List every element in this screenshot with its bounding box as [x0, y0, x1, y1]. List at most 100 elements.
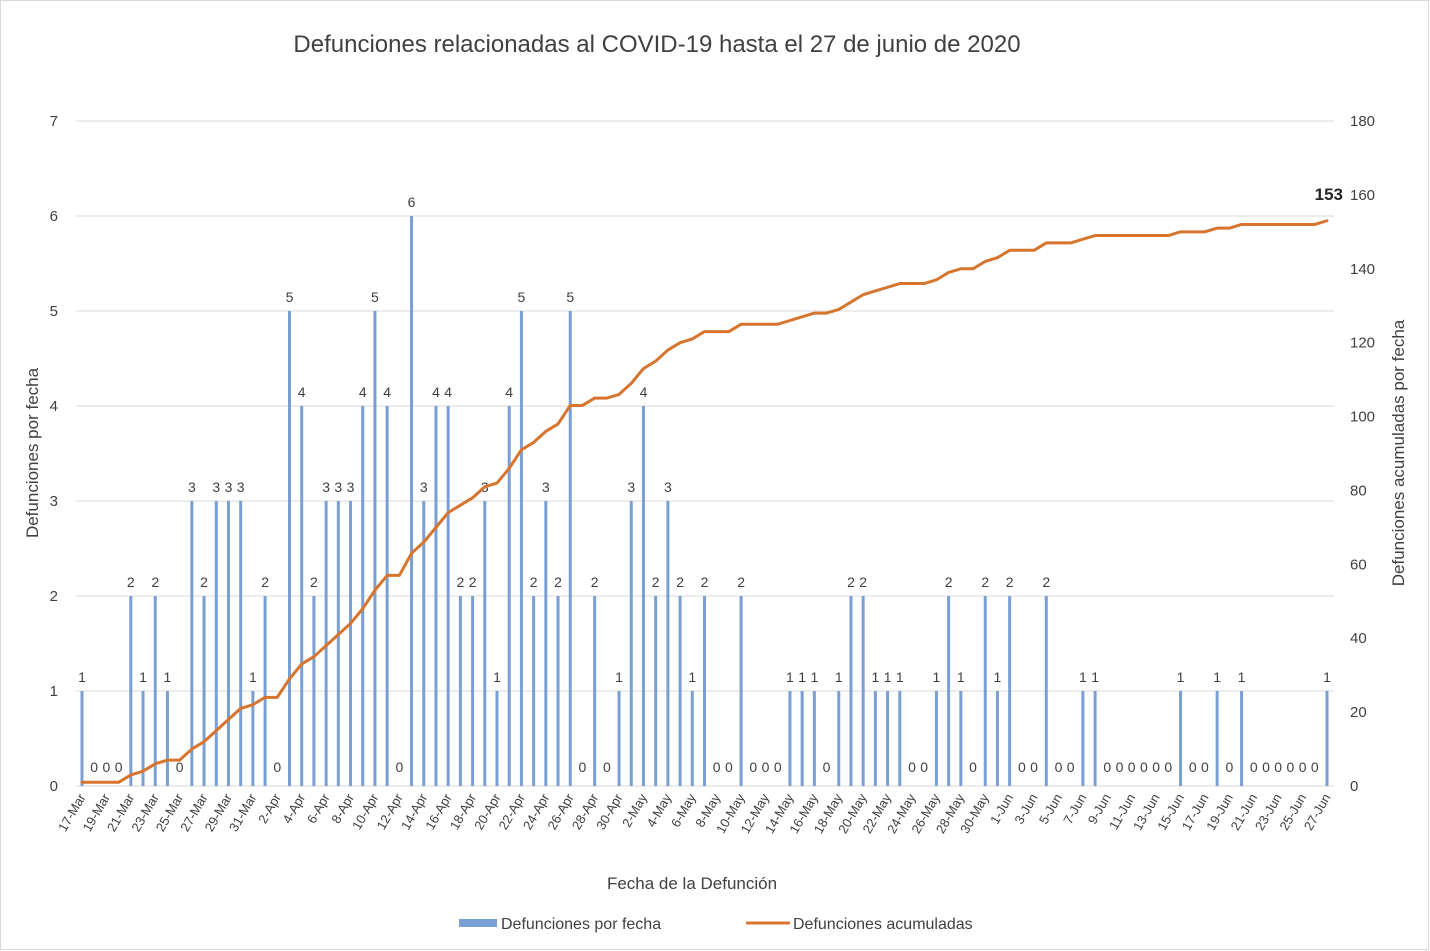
bar — [690, 691, 694, 786]
bar-data-label: 0 — [90, 759, 98, 775]
bar — [458, 596, 462, 786]
bar — [1240, 691, 1244, 786]
bar — [519, 311, 523, 786]
bar — [788, 691, 792, 786]
bar — [1093, 691, 1097, 786]
left-axis-tick-label: 0 — [50, 778, 58, 795]
bar-data-label: 2 — [310, 574, 318, 590]
left-axis-tick-label: 4 — [50, 398, 58, 415]
bar — [153, 596, 157, 786]
bar-data-label: 0 — [103, 759, 111, 775]
bar — [312, 596, 316, 786]
bar-data-label: 1 — [615, 669, 623, 685]
bar-data-label: 0 — [1164, 759, 1172, 775]
bar-data-label: 3 — [664, 479, 672, 495]
bar — [666, 501, 670, 786]
bar-data-label: 0 — [725, 759, 733, 775]
bar-data-label: 5 — [286, 289, 294, 305]
bar — [434, 406, 438, 786]
bar — [654, 596, 658, 786]
bar-data-label: 2 — [945, 574, 953, 590]
bar-data-label: 1 — [1079, 669, 1087, 685]
bar — [507, 406, 511, 786]
bar-data-label: 1 — [249, 669, 257, 685]
bar-data-label: 0 — [920, 759, 928, 775]
bar-data-label: 1 — [933, 669, 941, 685]
bar-data-label: 0 — [762, 759, 770, 775]
bar-data-label: 3 — [225, 479, 233, 495]
left-axis-ticks: 0 1 2 3 4 5 6 7 — [50, 113, 58, 795]
bar-data-label: 3 — [334, 479, 342, 495]
bar — [190, 501, 194, 786]
left-axis-tick-label: 1 — [50, 683, 58, 700]
right-axis-tick-label: 60 — [1350, 556, 1367, 573]
bar-data-label: 2 — [701, 574, 709, 590]
bar — [165, 691, 169, 786]
bar-data-label: 3 — [322, 479, 330, 495]
bar-data-label: 4 — [383, 384, 391, 400]
bar — [544, 501, 548, 786]
bar-data-label: 0 — [1225, 759, 1233, 775]
bar-data-label: 2 — [1006, 574, 1014, 590]
right-axis-tick-label: 120 — [1350, 335, 1375, 352]
bar — [471, 596, 475, 786]
bar-data-label: 0 — [1189, 759, 1197, 775]
bar — [873, 691, 877, 786]
bar — [678, 596, 682, 786]
bar-data-label: 2 — [591, 574, 599, 590]
bar-data-label: 2 — [127, 574, 135, 590]
right-axis-tick-label: 80 — [1350, 482, 1367, 499]
bar-data-label: 2 — [676, 574, 684, 590]
bar-data-label: 4 — [359, 384, 367, 400]
bar — [898, 691, 902, 786]
bar-data-label: 2 — [200, 574, 208, 590]
left-axis-tick-label: 2 — [50, 588, 58, 605]
bar-data-label: 0 — [115, 759, 123, 775]
bar — [495, 691, 499, 786]
bar-data-label: 0 — [749, 759, 757, 775]
bar-data-label: 0 — [1128, 759, 1136, 775]
bar-data-label: 0 — [1103, 759, 1111, 775]
bar — [800, 691, 804, 786]
left-axis-tick-label: 6 — [50, 208, 58, 225]
bar — [739, 596, 743, 786]
chart-title: Defunciones relacionadas al COVID-19 has… — [293, 31, 1020, 58]
bar — [641, 406, 645, 786]
bar — [324, 501, 328, 786]
bar-data-label: 1 — [994, 669, 1002, 685]
bar-data-label: 0 — [713, 759, 721, 775]
bar-data-label: 0 — [1286, 759, 1294, 775]
bar — [849, 596, 853, 786]
bar — [861, 596, 865, 786]
bar — [1179, 691, 1183, 786]
left-axis-tick-label: 7 — [50, 113, 58, 130]
bar — [617, 691, 621, 786]
bar-data-label: 0 — [1018, 759, 1026, 775]
bar-data-label: 3 — [420, 479, 428, 495]
bar — [837, 691, 841, 786]
bar-data-label: 0 — [273, 759, 281, 775]
bar — [947, 596, 951, 786]
bar-data-label: 1 — [884, 669, 892, 685]
bar-data-label: 1 — [688, 669, 696, 685]
bar-data-label: 3 — [542, 479, 550, 495]
bar-data-label: 2 — [981, 574, 989, 590]
bar-data-label: 0 — [1299, 759, 1307, 775]
bar — [1325, 691, 1329, 786]
right-axis-tick-label: 140 — [1350, 261, 1375, 278]
bar-data-label: 0 — [823, 759, 831, 775]
gridlines — [76, 120, 1334, 787]
bar-data-label: 0 — [176, 759, 184, 775]
bar-data-label: 2 — [261, 574, 269, 590]
right-axis-tick-label: 180 — [1350, 113, 1375, 130]
bar — [1215, 691, 1219, 786]
bar — [385, 406, 389, 786]
bar — [483, 501, 487, 786]
bar-data-label: 0 — [1250, 759, 1258, 775]
bar-data-label: 0 — [1116, 759, 1124, 775]
bar-data-label: 1 — [1323, 669, 1331, 685]
legend-bar-label: Defunciones por fecha — [501, 916, 661, 933]
